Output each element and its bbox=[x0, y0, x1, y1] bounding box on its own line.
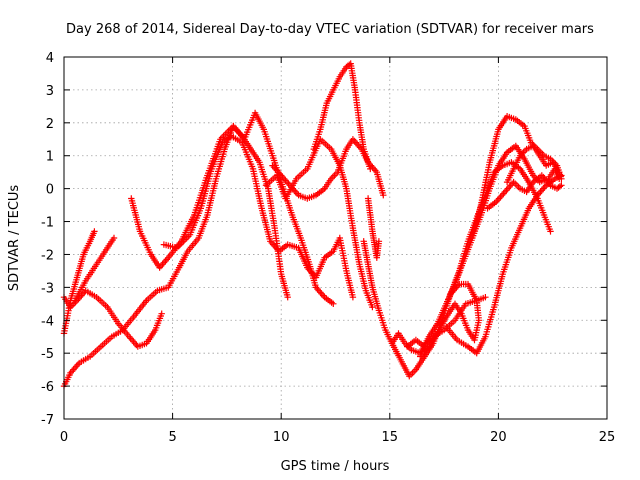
y-tick-label: -6 bbox=[41, 380, 54, 395]
data-series-track-3 bbox=[60, 228, 98, 337]
x-tick-label: 15 bbox=[382, 430, 399, 445]
data-point-marker bbox=[158, 310, 165, 317]
data-series-track-5 bbox=[128, 109, 337, 307]
data-point-marker bbox=[285, 180, 292, 187]
data-point-marker bbox=[91, 228, 98, 235]
data-point-marker bbox=[284, 294, 291, 301]
data-series-track-7 bbox=[262, 136, 376, 311]
x-tick-label: 25 bbox=[599, 430, 616, 445]
data-point-marker bbox=[349, 294, 357, 301]
data-series-track-4 bbox=[71, 234, 118, 304]
x-tick-label: 10 bbox=[273, 430, 290, 445]
y-tick-label: -1 bbox=[41, 216, 54, 231]
data-point-marker bbox=[547, 228, 554, 235]
y-tick-label: 0 bbox=[46, 183, 54, 198]
marks-layer bbox=[60, 60, 565, 390]
y-tick-label: -7 bbox=[41, 413, 54, 428]
x-tick-label: 20 bbox=[490, 430, 507, 445]
data-series-track-17 bbox=[484, 172, 565, 212]
y-tick-label: 2 bbox=[46, 117, 54, 132]
x-axis-label: GPS time / hours bbox=[281, 459, 390, 474]
data-series-track-14 bbox=[417, 280, 483, 360]
data-point-marker bbox=[558, 182, 565, 189]
data-point-marker bbox=[367, 165, 374, 173]
data-series-track-15 bbox=[443, 172, 565, 357]
data-series-track-6 bbox=[160, 132, 357, 301]
data-point-marker bbox=[74, 361, 81, 368]
y-tick-label: 3 bbox=[46, 84, 54, 99]
data-series-track-18 bbox=[503, 142, 563, 186]
grid-layer bbox=[64, 57, 607, 419]
data-point-marker bbox=[558, 175, 565, 182]
y-tick-label: -5 bbox=[41, 347, 54, 362]
y-tick-label: 1 bbox=[46, 150, 54, 165]
data-point-marker bbox=[380, 192, 387, 199]
x-tick-label: 0 bbox=[60, 430, 68, 445]
chart-title: Day 268 of 2014, Sidereal Day-to-day VTE… bbox=[66, 22, 594, 37]
data-point-marker bbox=[369, 303, 376, 311]
data-series-track-12 bbox=[388, 142, 563, 357]
plot-frame bbox=[63, 56, 608, 420]
y-axis-label: SDTVAR / TECUs bbox=[7, 185, 22, 292]
ticks-layer: 0 5 10 15 20 25 -7 -6 -5 -4 -3 -2 -1 0 1 2 3 4 bbox=[41, 51, 615, 445]
y-tick-label: 4 bbox=[46, 51, 54, 66]
y-tick-label: -3 bbox=[41, 281, 54, 296]
data-series-track-9 bbox=[310, 60, 374, 173]
data-point-marker bbox=[556, 183, 564, 190]
data-point-marker bbox=[482, 294, 489, 301]
y-tick-label: -2 bbox=[41, 248, 54, 263]
data-point-marker bbox=[447, 290, 454, 298]
data-point-marker bbox=[375, 238, 383, 245]
data-point-marker bbox=[330, 300, 337, 307]
data-series-track-10 bbox=[364, 195, 383, 261]
data-point-marker bbox=[317, 289, 324, 296]
data-point-marker bbox=[110, 234, 118, 242]
data-series-track-1 bbox=[60, 122, 291, 390]
x-tick-label: 5 bbox=[168, 430, 176, 445]
y-tick-label: -4 bbox=[41, 314, 54, 329]
data-point-marker bbox=[556, 169, 563, 176]
